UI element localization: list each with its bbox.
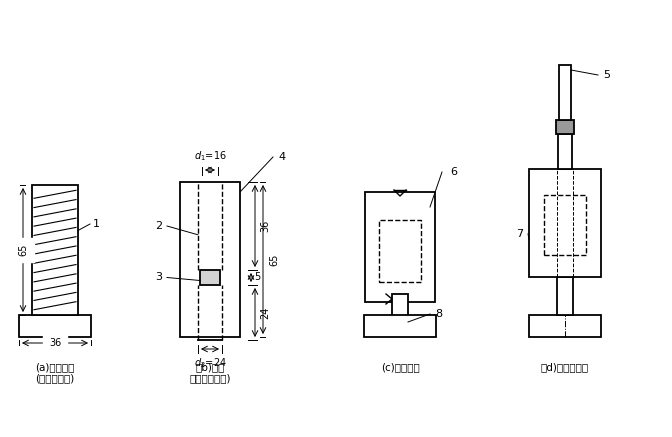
Text: $d_2$=24: $d_2$=24 <box>194 356 226 370</box>
Bar <box>392 294 408 334</box>
Bar <box>19 315 91 337</box>
Text: 6: 6 <box>450 167 457 177</box>
Text: （d)植筋并养护: （d)植筋并养护 <box>541 362 589 372</box>
Bar <box>559 65 571 120</box>
Bar <box>200 270 220 285</box>
Text: 24: 24 <box>260 306 270 319</box>
Bar <box>556 120 574 134</box>
Text: (c)试件安装: (c)试件安装 <box>380 362 419 372</box>
Bar <box>529 315 601 337</box>
Text: (a)试件底座
(可重复使用): (a)试件底座 (可重复使用) <box>36 362 75 384</box>
Text: 4: 4 <box>278 152 285 162</box>
Bar <box>557 277 573 315</box>
Text: $d_1$=16: $d_1$=16 <box>194 149 226 163</box>
Bar <box>529 169 601 277</box>
Text: 8: 8 <box>435 309 442 319</box>
Text: （b)试件
（一次性使用): （b)试件 （一次性使用) <box>190 362 230 384</box>
Text: 2: 2 <box>155 221 162 231</box>
Text: 65: 65 <box>18 244 28 256</box>
Bar <box>32 185 78 315</box>
Bar <box>379 220 421 282</box>
Text: 7: 7 <box>516 229 523 239</box>
Text: 5: 5 <box>603 70 610 80</box>
Bar <box>364 315 436 337</box>
Bar <box>544 195 586 255</box>
Text: 36: 36 <box>260 220 270 232</box>
Bar <box>558 134 572 169</box>
Text: 1: 1 <box>93 219 100 229</box>
Bar <box>180 182 240 337</box>
Text: 5: 5 <box>254 273 260 282</box>
Text: 65: 65 <box>269 253 279 266</box>
Bar <box>365 192 435 302</box>
Text: 36: 36 <box>49 338 61 348</box>
Text: 3: 3 <box>155 273 162 282</box>
